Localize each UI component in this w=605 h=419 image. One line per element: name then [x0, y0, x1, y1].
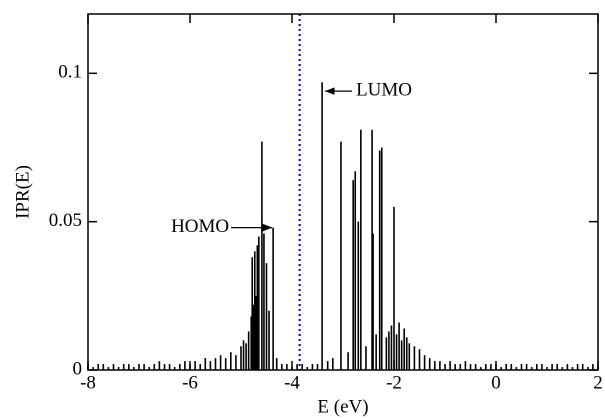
- y-tick-label: 0.1: [58, 62, 82, 83]
- plot-frame: [87, 13, 599, 371]
- x-tick-label: -4: [284, 372, 300, 393]
- x-axis-label: E (eV): [317, 396, 368, 417]
- x-tick-label: -8: [80, 372, 96, 393]
- x-tick-label: 2: [593, 372, 603, 393]
- annotation-label: HOMO: [171, 216, 229, 237]
- annotation-label: LUMO: [356, 79, 412, 100]
- x-tick-label: 0: [491, 372, 501, 393]
- y-tick-label: 0.05: [49, 210, 82, 231]
- y-tick-label: 0: [73, 358, 83, 379]
- x-tick-label: -6: [182, 372, 198, 393]
- x-tick-label: -2: [386, 372, 402, 393]
- y-axis-label: IPR(E): [12, 165, 33, 219]
